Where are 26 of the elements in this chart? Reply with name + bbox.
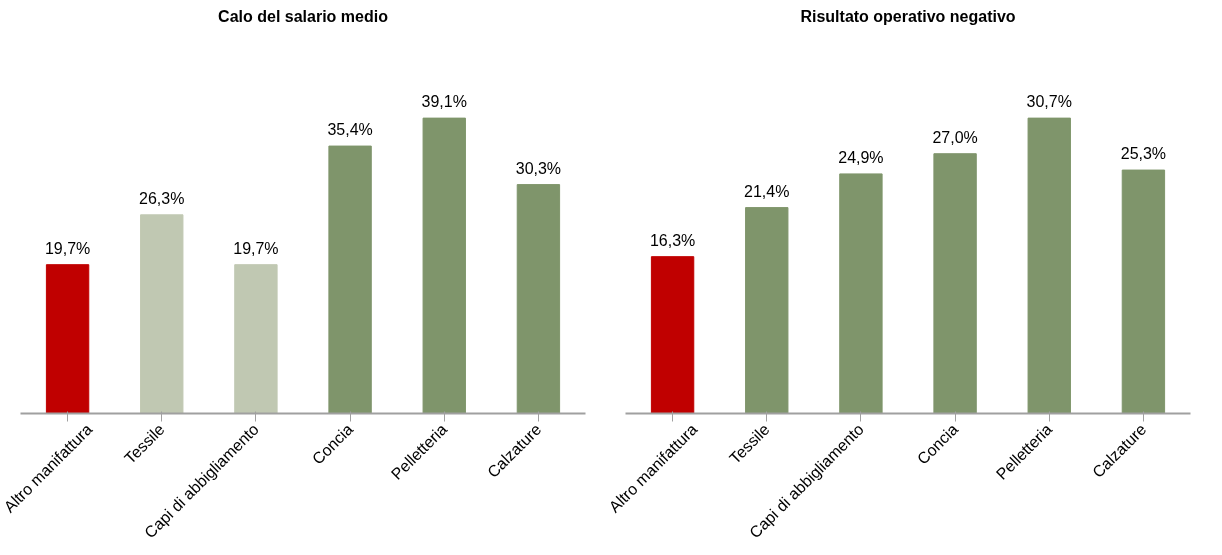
bar (234, 264, 278, 414)
chart-title: Calo del salario medio (218, 7, 389, 25)
bar (839, 173, 883, 414)
bar (422, 117, 466, 414)
data-label: 27,0% (932, 128, 978, 146)
bar (328, 145, 372, 414)
data-label: 30,3% (515, 159, 562, 177)
data-label: 26,3% (139, 189, 185, 207)
bar (140, 214, 184, 414)
data-label: 35,4% (327, 121, 373, 139)
data-label: 19,7% (44, 239, 91, 257)
data-label: 25,3% (1120, 145, 1167, 163)
data-label: 30,7% (1026, 93, 1072, 111)
bar (933, 153, 977, 414)
bar (1121, 169, 1166, 414)
data-label: 21,4% (744, 182, 790, 200)
data-label: 16,3% (649, 231, 696, 249)
data-label: 24,9% (838, 148, 884, 166)
bar (45, 264, 90, 414)
bar (1027, 117, 1071, 414)
bar (745, 207, 789, 414)
data-label: 19,7% (233, 239, 279, 257)
bar (650, 256, 695, 414)
bar (516, 184, 561, 414)
data-label: 39,1% (421, 93, 467, 111)
chart-title: Risultato operativo negativo (800, 7, 1016, 25)
